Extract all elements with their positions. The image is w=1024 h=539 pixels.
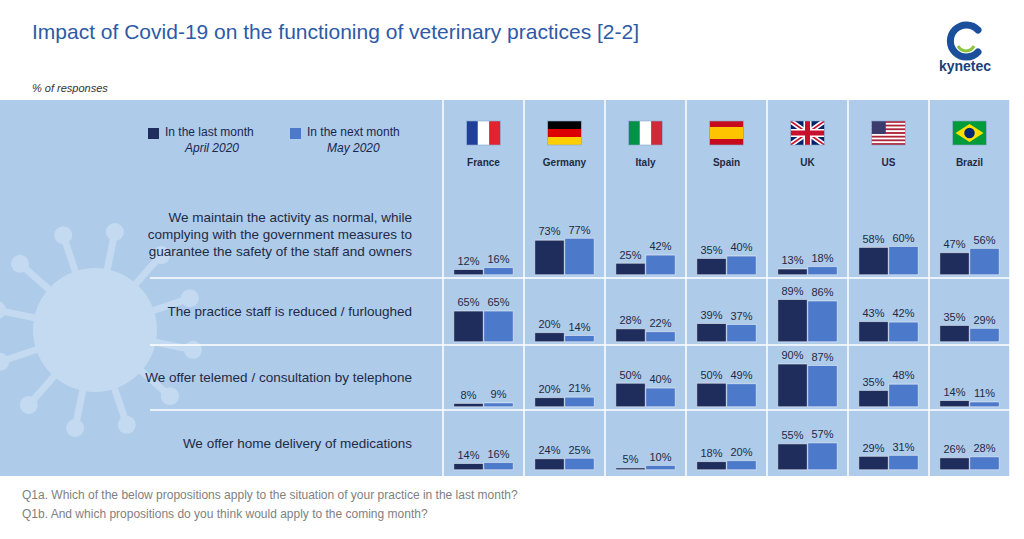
svg-text:20%: 20% [538, 383, 560, 395]
html-text:In the last month: In the last month [165, 125, 254, 139]
svg-text:29%: 29% [973, 314, 995, 326]
svg-text:35%: 35% [943, 311, 965, 323]
svg-text:40%: 40% [649, 373, 671, 385]
svg-text:50%: 50% [619, 369, 641, 381]
svg-text:14%: 14% [457, 449, 479, 461]
html-text:We offer home delivery of medi: We offer home delivery of medications [182, 435, 412, 451]
svg-text:40%: 40% [730, 241, 752, 253]
svg-text:10%: 10% [649, 451, 671, 463]
svg-text:16%: 16% [487, 448, 509, 460]
svg-text:60%: 60% [892, 232, 914, 244]
svg-text:24%: 24% [538, 444, 560, 456]
svg-text:Brazil: Brazil [956, 157, 983, 168]
svg-text:65%: 65% [457, 296, 479, 308]
svg-text:20%: 20% [730, 446, 752, 458]
svg-text:55%: 55% [781, 429, 803, 441]
html-text:Q1a. Which of the below propos: Q1a. Which of the below propositions app… [22, 488, 518, 502]
html-text:We offer telemed / consultatio: We offer telemed / consultation by telep… [145, 370, 412, 385]
html-text:kynetec: kynetec [938, 58, 992, 74]
svg-text:Spain: Spain [713, 157, 740, 168]
html-text:Q1b. And which propositions do: Q1b. And which propositions do you think… [22, 507, 428, 521]
svg-text:73%: 73% [538, 225, 560, 237]
svg-text:16%: 16% [487, 253, 509, 265]
svg-text:35%: 35% [862, 376, 884, 388]
svg-text:25%: 25% [568, 444, 590, 456]
svg-text:87%: 87% [811, 351, 833, 363]
svg-text:65%: 65% [487, 296, 509, 308]
svg-text:25%: 25% [619, 249, 641, 261]
svg-text:12%: 12% [457, 255, 479, 267]
svg-text:18%: 18% [700, 447, 722, 459]
svg-text:47%: 47% [943, 238, 965, 250]
html-text:We maintain the activity as no: We maintain the activity as normal, whil… [147, 209, 412, 259]
html-text:In the next month: In the next month [307, 125, 400, 139]
svg-text:22%: 22% [649, 317, 671, 329]
svg-text:37%: 37% [730, 310, 752, 322]
svg-text:5%: 5% [623, 453, 639, 465]
svg-text:Germany: Germany [543, 157, 587, 168]
svg-text:26%: 26% [943, 443, 965, 455]
svg-text:90%: 90% [781, 349, 803, 361]
svg-text:28%: 28% [973, 442, 995, 454]
svg-text:UK: UK [800, 157, 815, 168]
svg-text:US: US [882, 157, 896, 168]
html-text:The practice staff is reduced: The practice staff is reduced / furlough… [167, 304, 412, 319]
svg-text:14%: 14% [568, 321, 590, 333]
svg-text:11%: 11% [974, 387, 995, 399]
svg-text:77%: 77% [568, 224, 590, 236]
svg-text:9%: 9% [491, 388, 507, 400]
html-text:May 2020: May 2020 [327, 141, 380, 155]
svg-text:20%: 20% [538, 318, 560, 330]
svg-text:57%: 57% [811, 428, 833, 440]
svg-text:86%: 86% [811, 286, 833, 298]
svg-text:21%: 21% [568, 382, 590, 394]
svg-text:58%: 58% [862, 233, 884, 245]
svg-text:50%: 50% [700, 369, 722, 381]
svg-text:29%: 29% [862, 442, 884, 454]
svg-text:49%: 49% [730, 369, 752, 381]
svg-text:8%: 8% [461, 389, 477, 401]
svg-text:France: France [467, 157, 500, 168]
svg-text:28%: 28% [619, 314, 641, 326]
svg-text:42%: 42% [649, 240, 671, 252]
svg-text:14%: 14% [943, 386, 965, 398]
svg-text:42%: 42% [892, 307, 914, 319]
svg-text:56%: 56% [973, 234, 995, 246]
svg-text:35%: 35% [700, 244, 722, 256]
svg-text:43%: 43% [862, 307, 884, 319]
svg-text:39%: 39% [700, 309, 722, 321]
svg-text:31%: 31% [892, 441, 914, 453]
svg-text:Italy: Italy [635, 157, 655, 168]
html-text:% of responses: % of responses [32, 82, 108, 94]
svg-text:18%: 18% [811, 252, 833, 264]
svg-text:13%: 13% [781, 254, 803, 266]
html-text:Impact of Covid-19 on the func: Impact of Covid-19 on the functioning of… [32, 20, 639, 43]
html-text:April 2020: April 2020 [185, 141, 239, 155]
svg-text:89%: 89% [781, 285, 803, 297]
svg-text:48%: 48% [892, 369, 914, 381]
